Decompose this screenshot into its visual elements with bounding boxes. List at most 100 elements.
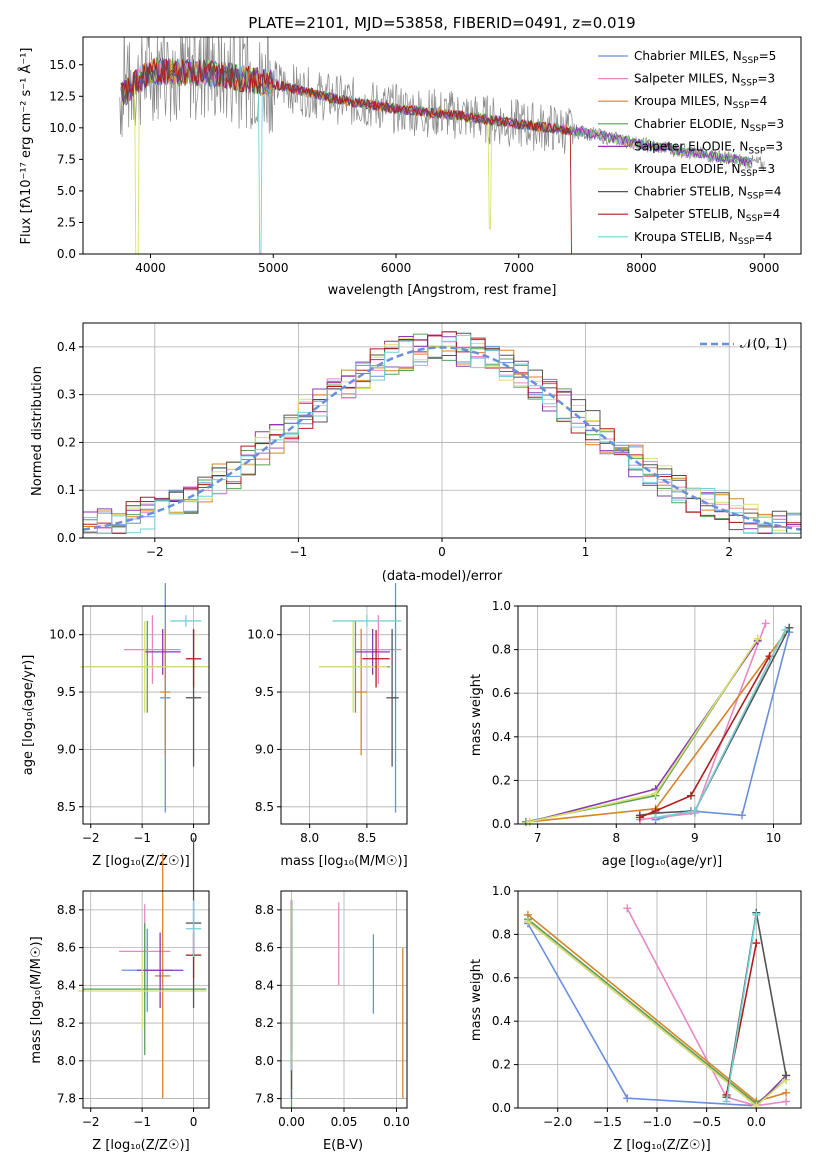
- spectrum-legend-label: Salpeter ELODIE, NSSP=3: [634, 139, 783, 156]
- series-marker: [781, 625, 790, 634]
- residuals-xtick-label: −1: [290, 545, 308, 559]
- ytick-label: 0.4: [492, 1014, 511, 1028]
- xtick-label: 8.0: [300, 831, 319, 845]
- gaussian-legend-label: 𝒩(0, 1): [740, 337, 787, 352]
- weight-vs-z-xlabel: Z [log₁₀(Z/Z☉)]: [613, 1138, 710, 1153]
- spectrum-xtick-label: 4000: [135, 261, 166, 275]
- marks-group: [77, 838, 207, 1099]
- xtick-label: −0.5: [692, 1115, 721, 1129]
- series-marker: [690, 806, 699, 815]
- xtick-label: 9: [691, 831, 699, 845]
- marks-group: [290, 900, 404, 1108]
- residuals-ytick-label: 0.4: [57, 340, 76, 354]
- ytick-label: 0.0: [492, 1101, 511, 1115]
- weight-vs-z-panel: Z [log₁₀(Z/Z☉)] mass weight −2.0 −1.5 −1.0…: [469, 884, 802, 1153]
- residuals-xlabel: (data-model)/error: [382, 569, 503, 584]
- residuals-ylabel: Normed distribution: [30, 366, 45, 496]
- weight-vs-age-panel: age [log₁₀(age/yr)] mass weight 7 8 9 10 0.0…: [469, 599, 802, 869]
- xtick-label: 8.5: [357, 831, 376, 845]
- spectrum-legend-label: Salpeter STELIB, NSSP=4: [634, 207, 780, 224]
- ytick-label: 8.0: [255, 1054, 274, 1068]
- xtick-label: 10: [766, 831, 781, 845]
- xtick-label: −2: [82, 1115, 100, 1129]
- ytick-label: 8.4: [57, 978, 76, 992]
- residuals-ytick-label: 0.3: [57, 388, 76, 402]
- spectrum-legend-label: Salpeter MILES, NSSP=3: [634, 72, 775, 89]
- residuals-xtick-label: 2: [725, 545, 733, 559]
- spectrum-xtick-label: 9000: [749, 261, 780, 275]
- series-marker: [623, 1094, 632, 1103]
- ytick-label: 7.8: [57, 1092, 76, 1106]
- series-marker: [651, 789, 660, 798]
- mass-vs-z-xlabel: Z [log₁₀(Z/Z☉)]: [92, 1138, 189, 1153]
- marks-group: [318, 583, 402, 813]
- spectrum-ytick-label: 12.5: [49, 89, 76, 103]
- xtick-label: −2.0: [543, 1115, 572, 1129]
- ytick-label: 1.0: [492, 599, 511, 613]
- series-marker: [651, 813, 660, 822]
- series-line: [639, 655, 771, 819]
- axes-frame: [517, 605, 802, 825]
- age-vs-z-ylabel: age [log₁₀(age/yr)]: [21, 655, 36, 776]
- ytick-label: 1.0: [492, 884, 511, 898]
- ytick-label: 8.6: [255, 941, 274, 955]
- marks-group: [523, 904, 791, 1110]
- spectrum-xtick-label: 7000: [503, 261, 534, 275]
- residuals-xtick-label: 0: [438, 545, 446, 559]
- age-vs-z-xlabel: Z [log₁₀(Z/Z☉)]: [92, 854, 189, 869]
- spectrum-xtick-label: 5000: [258, 261, 289, 275]
- spectrum-legend-label: Kroupa MILES, NSSP=4: [634, 94, 767, 111]
- ytick-label: 0.2: [492, 773, 511, 787]
- ytick-label: 8.4: [255, 978, 274, 992]
- xtick-label: 7: [534, 831, 542, 845]
- ytick-label: 9.0: [255, 742, 274, 756]
- ytick-label: 0.2: [492, 1058, 511, 1072]
- spectrum-legend-label: Kroupa STELIB, NSSP=4: [634, 230, 772, 247]
- series-marker: [782, 1088, 791, 1097]
- ytick-label: 8.0: [57, 1054, 76, 1068]
- xtick-label: −1: [133, 831, 151, 845]
- series-line: [725, 914, 758, 1102]
- weight-vs-age-ylabel: mass weight: [469, 674, 484, 756]
- xtick-label: 0.10: [383, 1115, 410, 1129]
- series-marker: [761, 619, 770, 628]
- ytick-label: 0.6: [492, 686, 511, 700]
- ytick-label: 0.4: [492, 730, 511, 744]
- spectrum-panel: PLATE=2101, MJD=53858, FIBERID=0491, z=0…: [18, 14, 802, 298]
- marks-group: [521, 619, 794, 826]
- ytick-label: 0.8: [492, 927, 511, 941]
- xtick-label: 0.00: [278, 1115, 305, 1129]
- mass-vs-z-panel: Z [log₁₀(Z/Z☉)] mass [log₁₀(M/M☉)] −2 −1 0…: [29, 838, 210, 1153]
- spectrum-axes-frame: [82, 36, 802, 255]
- series-marker: [753, 634, 762, 643]
- axes-frame: [517, 890, 802, 1109]
- spectrum-title: PLATE=2101, MJD=53858, FIBERID=0491, z=0…: [248, 14, 635, 32]
- xtick-label: −1.5: [593, 1115, 622, 1129]
- ytick-label: 8.8: [57, 903, 76, 917]
- weight-vs-z-ylabel: mass weight: [469, 959, 484, 1041]
- xtick-label: −1: [133, 1115, 151, 1129]
- residuals-ytick-label: 0.2: [57, 435, 76, 449]
- xtick-label: 0: [190, 1115, 198, 1129]
- residuals-xtick-label: −2: [146, 545, 164, 559]
- ytick-label: 0.0: [492, 817, 511, 831]
- ytick-label: 8.8: [255, 903, 274, 917]
- spectrum-legend: Chabrier MILES, NSSP=5 Salpeter MILES, NS…: [598, 49, 784, 247]
- series-marker: [686, 791, 695, 800]
- xtick-label: 0.0: [747, 1115, 766, 1129]
- ytick-label: 8.5: [255, 800, 274, 814]
- ytick-label: 10.0: [247, 628, 274, 642]
- grid-group: [281, 606, 407, 824]
- series-marker: [752, 939, 761, 948]
- xtick-label: 8: [612, 831, 620, 845]
- spectrum-ytick-label: 2.5: [57, 215, 76, 229]
- series-marker: [722, 1097, 731, 1106]
- weight-vs-age-xlabel: age [log₁₀(age/yr)]: [602, 854, 723, 869]
- residuals-ytick-label: 0.0: [57, 531, 76, 545]
- ytick-label: 8.2: [57, 1016, 76, 1030]
- spectrum-xlabel: wavelength [Angstrom, rest frame]: [328, 283, 557, 298]
- spectrum-xtick-label: 8000: [626, 261, 657, 275]
- mass-vs-ebv-xlabel: E(B-V): [323, 1138, 363, 1153]
- grid-group: [83, 891, 209, 1108]
